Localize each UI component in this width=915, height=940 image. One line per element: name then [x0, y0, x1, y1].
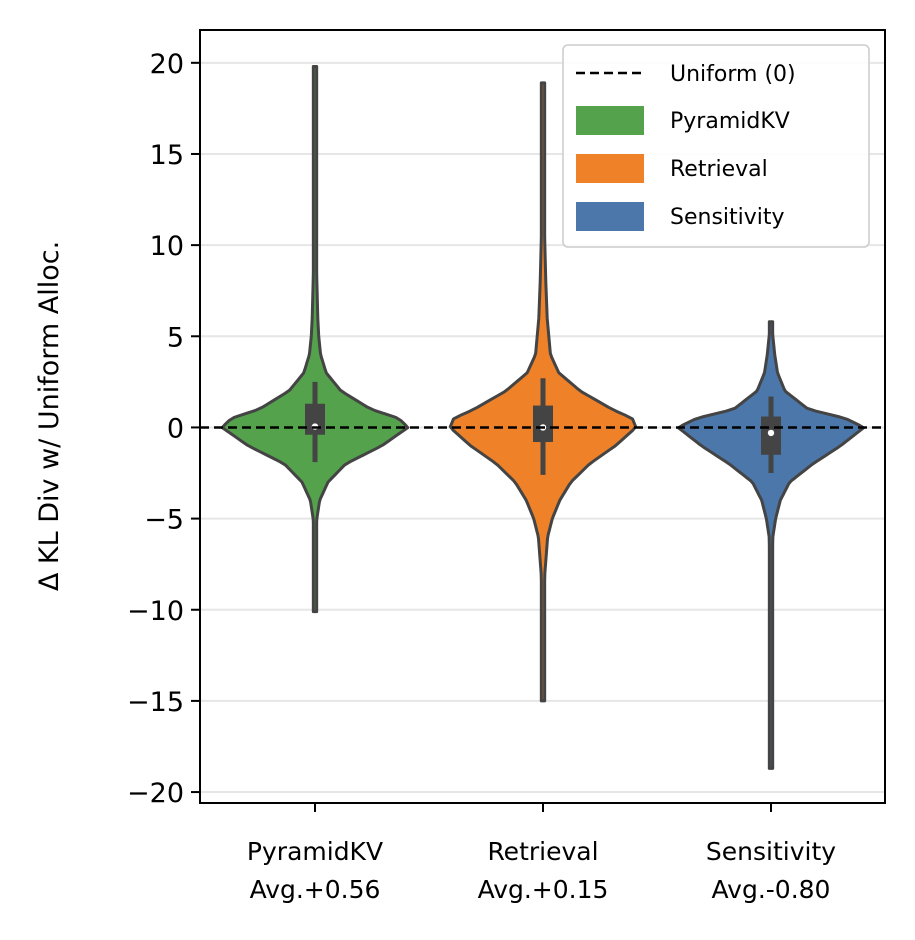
y-tick-label: 15: [150, 140, 184, 171]
legend-label-pyramidkv: PyramidKV: [670, 109, 790, 134]
y-axis: 20 15 10 5 0 −5 −10 −15 −20: [127, 49, 200, 809]
legend-label-uniform: Uniform (0): [670, 62, 796, 87]
legend-frame: [562, 44, 870, 248]
legend-swatch-pyramidkv: [576, 106, 644, 135]
legend: Uniform (0) PyramidKV Retrieval Sensitiv…: [562, 44, 870, 248]
x-axis: PyramidKV Avg.+0.56 Retrieval Avg.+0.15 Sens…: [247, 803, 836, 904]
y-tick-label: 10: [150, 231, 184, 262]
iqr-box-retrieval: [533, 405, 553, 443]
x-tick-label-avg: Avg.-0.80: [712, 875, 831, 904]
violin-pyramidkv: [220, 64, 410, 614]
y-tick-label: −15: [127, 687, 184, 718]
x-tick-label-avg: Avg.+0.56: [250, 875, 381, 904]
legend-swatch-sensitivity: [576, 202, 644, 231]
y-axis-label: Δ KL Div w/ Uniform Alloc.: [34, 241, 65, 591]
y-tick-label: −5: [144, 505, 184, 536]
legend-label-sensitivity: Sensitivity: [670, 205, 785, 230]
x-tick-label-name: Retrieval: [487, 837, 598, 866]
x-tick-label-name: PyramidKV: [247, 837, 383, 866]
violins: [220, 64, 866, 770]
y-tick-label: −20: [127, 778, 184, 809]
y-tick-label: 5: [167, 322, 184, 353]
legend-label-retrieval: Retrieval: [670, 157, 768, 182]
y-tick-label: 20: [150, 49, 184, 80]
x-tick-label-name: Sensitivity: [706, 837, 836, 866]
violin-sensitivity: [676, 320, 866, 770]
y-tick-label: −10: [127, 596, 184, 627]
iqr-box-pyramidkv: [305, 403, 325, 435]
y-tick-label: 0: [167, 413, 184, 444]
legend-swatch-retrieval: [576, 154, 644, 183]
x-tick-label-avg: Avg.+0.15: [478, 875, 609, 904]
median-marker-sensitivity: [767, 429, 775, 437]
